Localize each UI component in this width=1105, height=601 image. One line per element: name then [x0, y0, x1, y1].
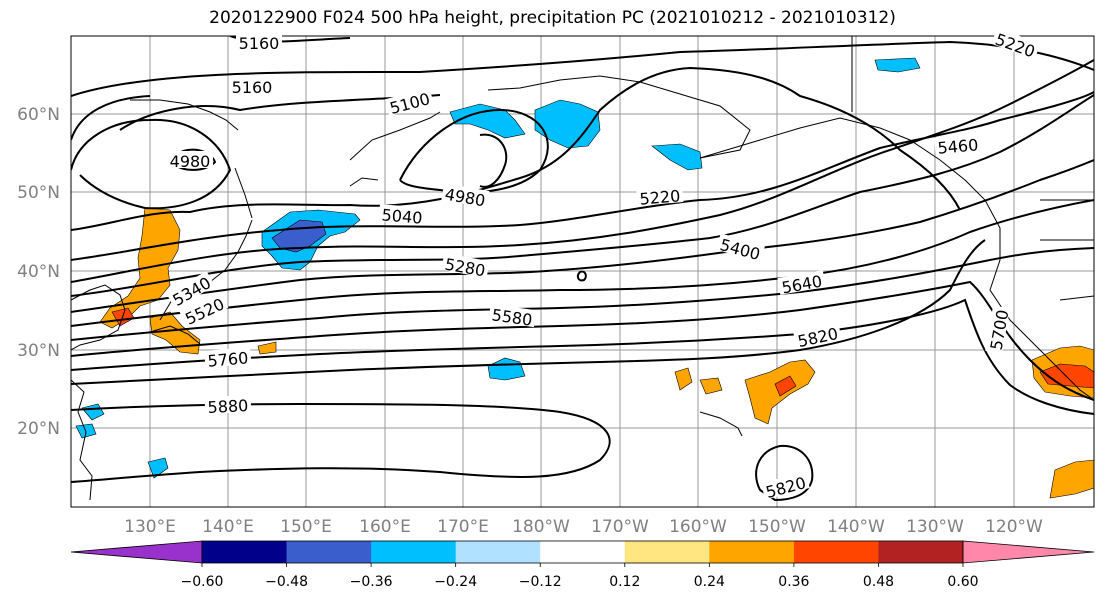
lon-label: 140°E [202, 517, 254, 537]
precip-positive-east-china [257, 341, 277, 355]
lon-label: 150°E [280, 517, 332, 537]
svg-text:5160: 5160 [232, 78, 273, 97]
colorbar-tick-label: 0.12 [609, 574, 640, 590]
contour-label: 5220 [636, 185, 684, 209]
colorbar-tick-label: −0.12 [519, 574, 562, 590]
svg-text:5880: 5880 [207, 396, 249, 417]
lat-label: 40°N [17, 262, 60, 282]
precip-negative-bering-west [449, 103, 526, 139]
svg-text:5040: 5040 [381, 205, 423, 227]
colorbar-tick-label: 0.60 [947, 574, 978, 590]
colorbar-tick-label: −0.36 [350, 574, 393, 590]
colorbar-tick-label: −0.60 [181, 574, 224, 590]
lon-label: 150°W [748, 517, 806, 537]
colorbar-extend-left [70, 540, 203, 564]
plot-frame [70, 35, 1095, 508]
height-contours [71, 36, 1094, 502]
colorbar-tick-label: −0.48 [265, 574, 308, 590]
precip-positive-hawaii-west [674, 367, 693, 391]
lon-label: 170°W [591, 517, 649, 537]
colorbar-segment [793, 541, 879, 563]
lon-label: 180°W [512, 517, 570, 537]
contour-label: 5580 [488, 303, 537, 330]
colorbar-segment [624, 541, 710, 563]
contour-label: 5880 [204, 394, 252, 417]
lon-label: 160°W [669, 517, 727, 537]
lon-label: 160°E [359, 517, 411, 537]
contour-label: 5760 [204, 347, 252, 371]
lat-label: 30°N [17, 341, 60, 361]
map-title: 2020122900 F024 500 hPa height, precipit… [209, 8, 896, 28]
lat-label: 50°N [17, 183, 60, 203]
colorbar-segment [286, 541, 372, 563]
colorbar-tick-label: 0.48 [863, 574, 894, 590]
precip-positive-mexico [1049, 459, 1094, 499]
precip-positive-hawaii-west-2 [699, 377, 723, 395]
lon-label: 140°W [827, 517, 885, 537]
precip-negative-alaska-north [874, 57, 921, 73]
lon-label: 130°W [906, 517, 964, 537]
colorbar-segment [878, 541, 964, 563]
contour-label: 5280 [441, 253, 490, 280]
lon-label: 130°E [124, 517, 176, 537]
precip-strong-hawaii-northeast [774, 375, 797, 397]
precip-negative-small [147, 457, 169, 479]
colorbar-segment [540, 541, 626, 563]
svg-text:5760: 5760 [207, 348, 249, 370]
colorbar-tick-label: 0.24 [694, 574, 725, 590]
svg-text:5160: 5160 [239, 34, 280, 53]
colorbar-tick-label: −0.24 [434, 574, 477, 590]
colorbar-segment [455, 541, 541, 563]
contour-label: 5160 [236, 33, 282, 53]
precip-positive-japan-south [149, 311, 201, 355]
contour-label: 5160 [229, 77, 275, 97]
colorbar-extend-right [962, 540, 1095, 564]
colorbar-segment [371, 541, 457, 563]
contour-label: 5040 [378, 204, 426, 228]
precip-strong-california [1039, 363, 1094, 389]
precip-negative-bering-east [534, 99, 601, 149]
lon-label: 170°E [437, 517, 489, 537]
lon-label: 120°W [985, 517, 1043, 537]
contour-label: 4980 [167, 151, 213, 171]
colorbar-segment [709, 541, 795, 563]
colorbar-segment [202, 541, 288, 563]
colorbar: −0.60 −0.48 −0.36 −0.24 −0.12 0.12 0.24 0.36 0.4… [70, 540, 1095, 590]
colorbar-tick-label: 0.36 [778, 574, 809, 590]
contour-label: 5460 [934, 134, 982, 158]
svg-text:4980: 4980 [170, 152, 211, 171]
lat-label: 20°N [17, 419, 60, 439]
lat-label: 60°N [17, 105, 60, 125]
svg-text:5460: 5460 [937, 135, 979, 157]
svg-text:5220: 5220 [639, 186, 681, 208]
precip-negative-alaska-south [651, 143, 703, 171]
